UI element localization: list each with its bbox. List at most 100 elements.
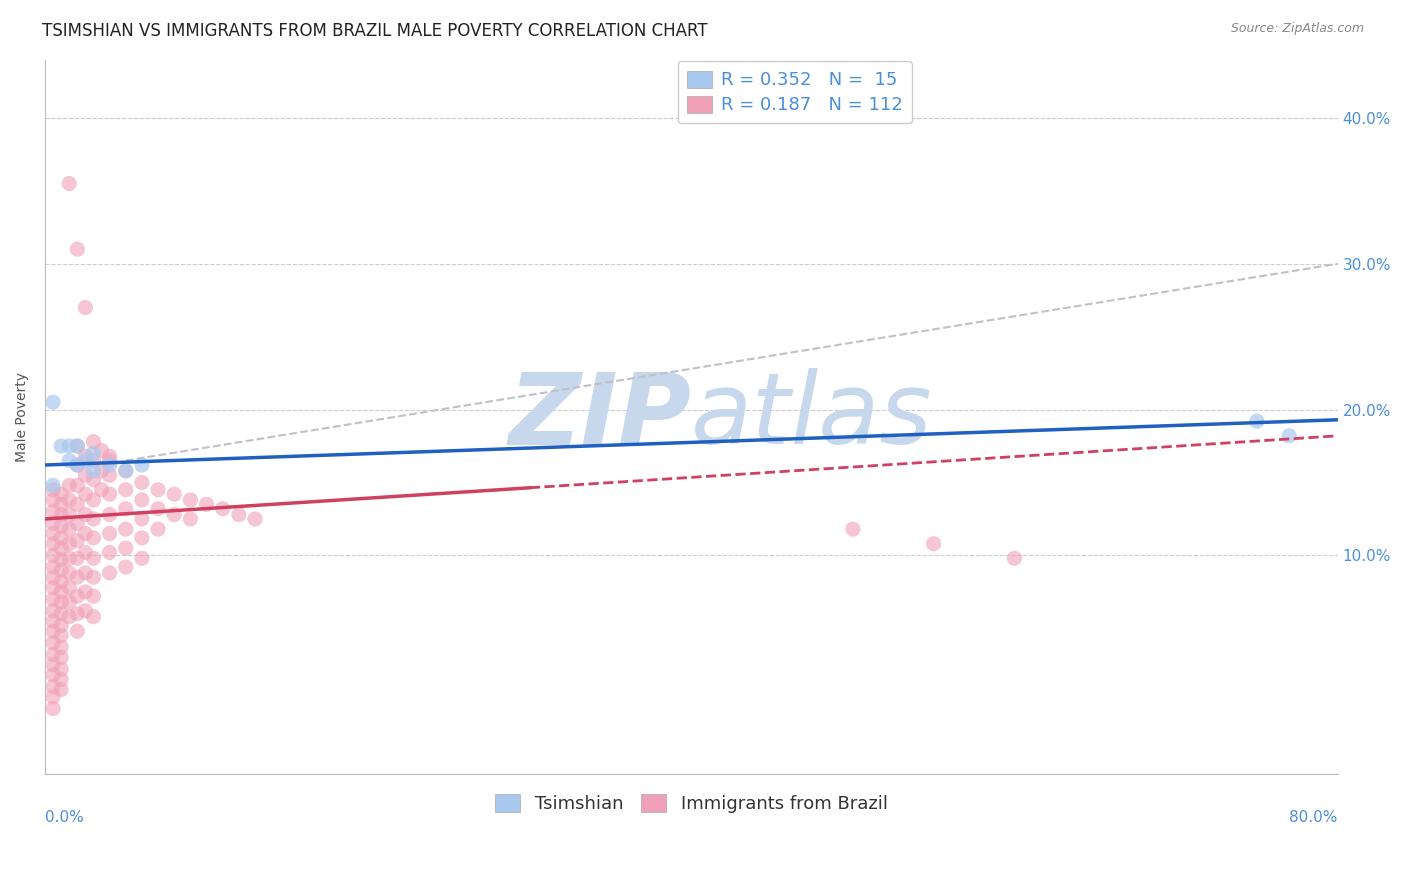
Point	[146, 522, 169, 536]
Point	[42, 690, 65, 704]
Point	[114, 541, 136, 555]
Point	[42, 680, 65, 694]
Point	[98, 449, 121, 463]
Point	[131, 512, 153, 526]
Text: TSIMSHIAN VS IMMIGRANTS FROM BRAZIL MALE POVERTY CORRELATION CHART: TSIMSHIAN VS IMMIGRANTS FROM BRAZIL MALE…	[42, 22, 707, 40]
Point	[75, 604, 97, 618]
Point	[58, 508, 80, 522]
Point	[49, 585, 72, 599]
Point	[98, 487, 121, 501]
Point	[42, 581, 65, 595]
Point	[179, 493, 201, 508]
Point	[42, 636, 65, 650]
Point	[90, 483, 112, 497]
Point	[58, 493, 80, 508]
Point	[195, 497, 218, 511]
Point	[90, 464, 112, 478]
Point	[82, 446, 104, 460]
Point	[75, 545, 97, 559]
Point	[42, 604, 65, 618]
Point	[1004, 551, 1026, 566]
Point	[42, 657, 65, 672]
Point	[75, 585, 97, 599]
Point	[75, 449, 97, 463]
Point	[82, 609, 104, 624]
Point	[82, 512, 104, 526]
Point	[82, 493, 104, 508]
Point	[114, 560, 136, 574]
Point	[114, 483, 136, 497]
Point	[58, 439, 80, 453]
Point	[49, 439, 72, 453]
Point	[49, 531, 72, 545]
Point	[66, 242, 89, 256]
Point	[922, 537, 945, 551]
Point	[49, 595, 72, 609]
Point	[66, 458, 89, 472]
Point	[82, 551, 104, 566]
Point	[243, 512, 266, 526]
Text: ZIP: ZIP	[509, 368, 692, 466]
Point	[42, 570, 65, 584]
Point	[75, 526, 97, 541]
Point	[98, 526, 121, 541]
Point	[82, 434, 104, 449]
Point	[82, 589, 104, 603]
Point	[66, 478, 89, 492]
Point	[58, 609, 80, 624]
Point	[1246, 414, 1268, 428]
Point	[42, 614, 65, 628]
Point	[49, 519, 72, 533]
Point	[58, 551, 80, 566]
Point	[66, 607, 89, 621]
Point	[75, 487, 97, 501]
Point	[42, 701, 65, 715]
Text: 0.0%: 0.0%	[45, 810, 84, 825]
Point	[66, 439, 89, 453]
Point	[66, 497, 89, 511]
Point	[82, 531, 104, 545]
Point	[58, 595, 80, 609]
Point	[58, 522, 80, 536]
Point	[131, 493, 153, 508]
Point	[90, 443, 112, 458]
Point	[114, 464, 136, 478]
Point	[42, 505, 65, 519]
Point	[163, 508, 186, 522]
Point	[42, 516, 65, 531]
Point	[114, 501, 136, 516]
Point	[42, 648, 65, 662]
Point	[49, 673, 72, 687]
Point	[58, 537, 80, 551]
Point	[75, 301, 97, 315]
Point	[66, 551, 89, 566]
Point	[66, 570, 89, 584]
Point	[82, 464, 104, 478]
Text: 80.0%: 80.0%	[1289, 810, 1337, 825]
Point	[842, 522, 865, 536]
Point	[49, 563, 72, 577]
Point	[49, 607, 72, 621]
Point	[49, 508, 72, 522]
Point	[131, 551, 153, 566]
Point	[49, 650, 72, 665]
Point	[146, 483, 169, 497]
Point	[98, 508, 121, 522]
Point	[49, 682, 72, 697]
Point	[49, 541, 72, 555]
Point	[58, 566, 80, 580]
Point	[75, 453, 97, 467]
Legend: Tsimshian, Immigrants from Brazil: Tsimshian, Immigrants from Brazil	[486, 786, 897, 822]
Point	[66, 624, 89, 639]
Text: Source: ZipAtlas.com: Source: ZipAtlas.com	[1230, 22, 1364, 36]
Point	[75, 468, 97, 483]
Point	[98, 545, 121, 559]
Point	[42, 549, 65, 563]
Point	[49, 640, 72, 655]
Point	[49, 629, 72, 643]
Point	[42, 624, 65, 639]
Point	[131, 475, 153, 490]
Point	[49, 497, 72, 511]
Y-axis label: Male Poverty: Male Poverty	[15, 372, 30, 462]
Point	[1278, 429, 1301, 443]
